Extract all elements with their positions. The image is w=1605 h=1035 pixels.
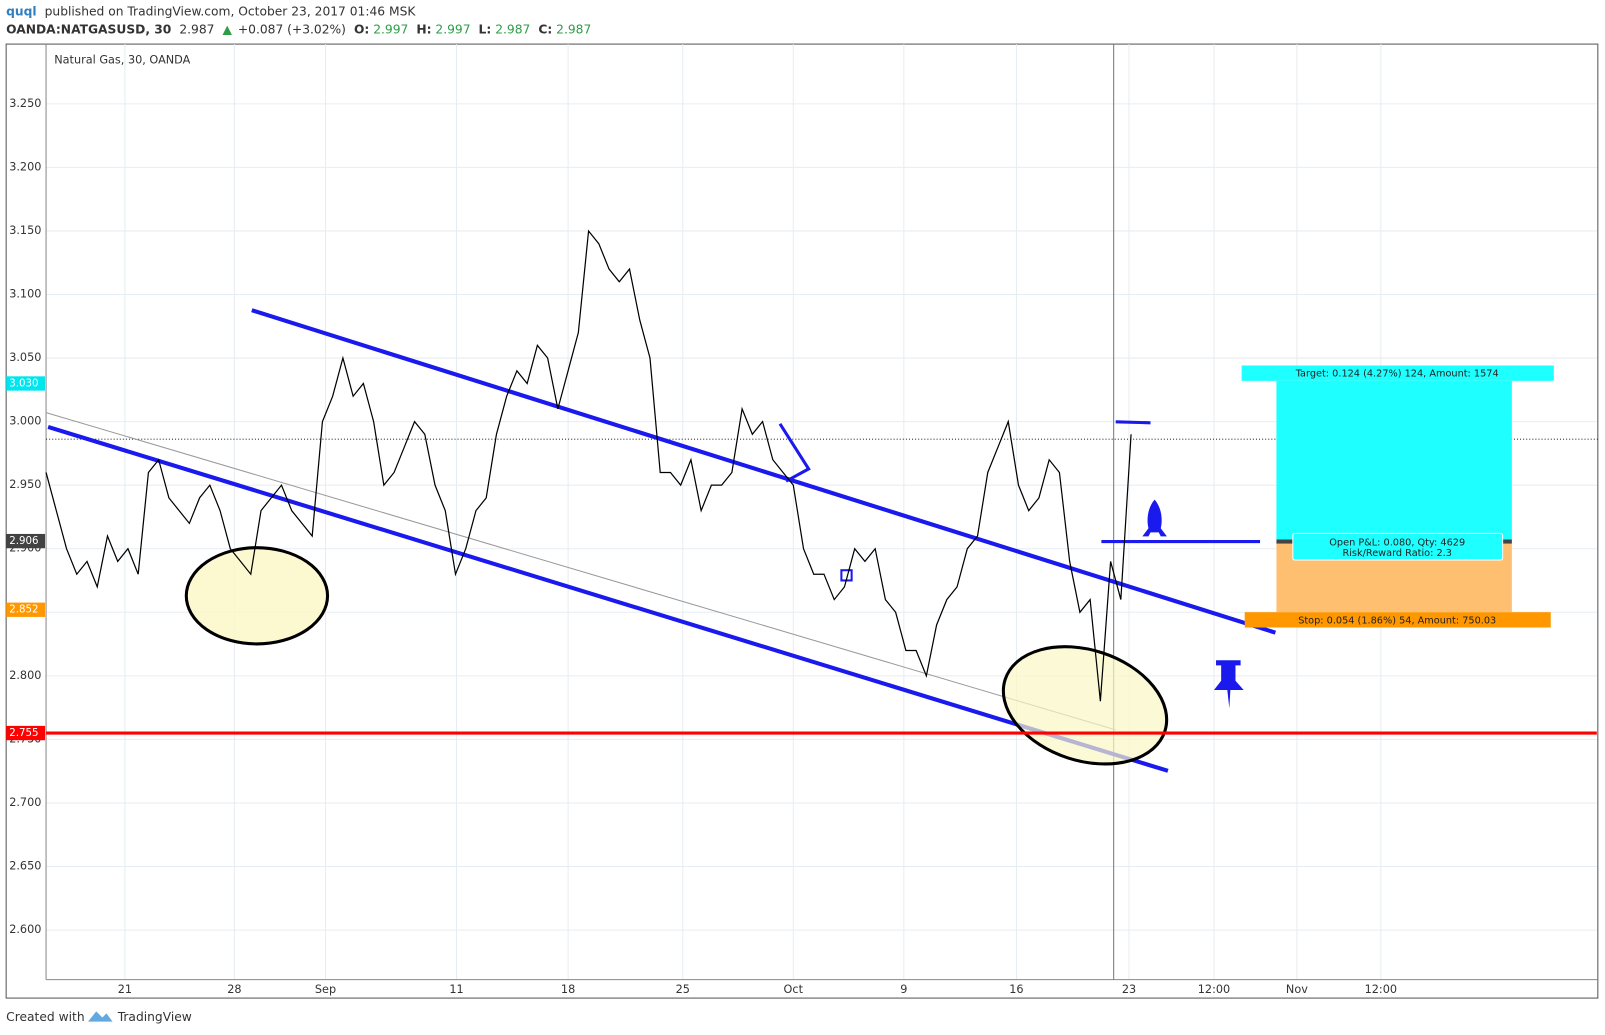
symbol-line: OANDA:NATGASUSD, 30 2.987 ▲ +0.087 (+3.0… [6,22,591,36]
channel-top [251,308,1277,635]
ratio-text: Risk/Reward Ratio: 2.3 [1342,548,1451,559]
target-zone [1276,380,1512,540]
pnl-box [1292,532,1504,561]
price-label: 2.852 [9,605,38,616]
y-tick-label: 3.250 [9,97,41,110]
x-tick-label: Oct [784,983,804,996]
stop-box [1244,612,1551,628]
header: quql published on TradingView.com, Octob… [6,4,416,18]
x-tick-label: 25 [676,983,690,996]
o-label: O: [354,22,369,36]
channel-bottom [47,424,1169,773]
l-label: L: [479,22,492,36]
chart-title: Natural Gas, 30, OANDA [54,53,190,66]
stop-text: Stop: 0.054 (1.86%) 54, Amount: 750.03 [1298,615,1496,626]
y-tick-label: 3.200 [9,160,41,173]
ellipse [1001,645,1169,766]
x-tick-label: 12:00 [1365,983,1397,996]
x-tick-label: 21 [118,983,132,996]
target-text: Target: 0.124 (4.27%) 124, Amount: 1574 [1295,369,1499,380]
x-tick-label: Sep [315,983,336,996]
o: 2.997 [373,22,408,36]
symbol: OANDA:NATGASUSD, 30 [6,22,171,36]
plot [45,229,1597,735]
x-tick-label: 12:00 [1198,983,1230,996]
price-line [45,229,1132,702]
change: +0.087 (+3.02%) [238,22,346,36]
x-tick-label: 18 [561,983,575,996]
y-tick-label: 2.950 [9,478,41,491]
y-tick-label: 2.700 [9,796,41,809]
up-arrow: ▲ [222,22,232,36]
y-tick-label: 2.650 [9,860,41,873]
price-label-box [6,533,46,549]
footer-created: Created with [6,1010,84,1024]
ellipse [184,546,330,646]
h-label: H: [416,22,431,36]
y-tick-label: 3.050 [9,351,41,364]
y-tick-label: 2.800 [9,669,41,682]
x-tick-label: Nov [1286,983,1308,996]
price-label-box [6,376,46,391]
median-line [45,412,1116,731]
x-tick-label: 23 [1122,983,1136,996]
y-tick-label: 2.600 [9,923,41,936]
x-tick-label: 9 [900,983,907,996]
published: published on TradingView.com, October 23… [45,4,417,18]
y-tick-label: 3.100 [9,288,41,301]
c: 2.987 [556,22,591,36]
rocket-icon [1142,499,1167,537]
price-label-box [6,602,46,617]
arrow-drawing [778,423,811,483]
price-label-box [6,725,46,741]
price-label: 3.030 [9,378,38,389]
y-tick-label: 3.000 [9,415,41,428]
pin-icon [1213,660,1244,709]
user[interactable]: quql [6,4,37,18]
c-label: C: [538,22,552,36]
x-tick-label: 16 [1009,983,1023,996]
tv-logo [88,1011,113,1022]
target-box [1241,365,1554,381]
footer-brand[interactable]: TradingView [117,1010,192,1024]
pnl-text: Open P&L: 0.080, Qty: 4629 [1329,538,1465,549]
price-label: 2.755 [9,728,38,739]
x-tick-label: 11 [449,983,463,996]
y-tick-label: 3.150 [9,224,41,237]
h: 2.997 [435,22,470,36]
target-tick [1115,420,1151,425]
x-tick-label: 28 [227,983,241,996]
l: 2.987 [495,22,530,36]
price-label: 2.906 [9,536,38,547]
last: 2.987 [179,22,214,36]
